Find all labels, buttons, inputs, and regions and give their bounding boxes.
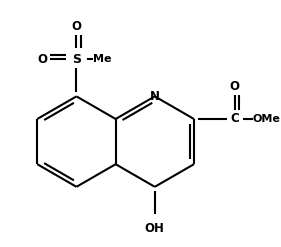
Text: N: N — [150, 90, 160, 103]
Text: OH: OH — [145, 222, 165, 235]
Text: O: O — [37, 53, 47, 66]
Text: OMe: OMe — [253, 114, 281, 124]
Text: O: O — [71, 20, 81, 33]
Text: S: S — [72, 53, 81, 66]
Text: Me: Me — [93, 54, 111, 64]
Text: O: O — [230, 80, 240, 93]
Text: C: C — [230, 112, 239, 125]
